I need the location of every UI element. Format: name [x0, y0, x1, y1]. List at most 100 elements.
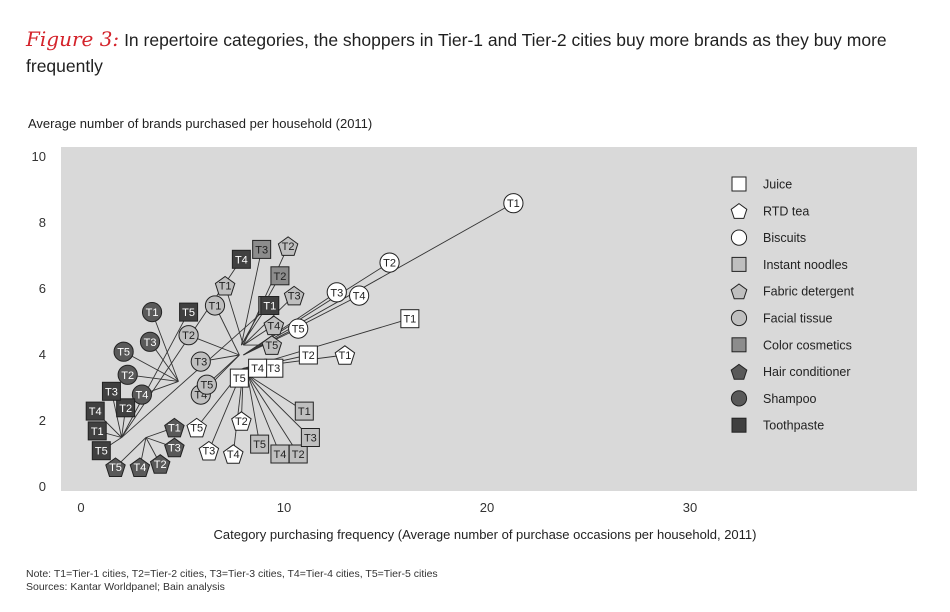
connector-line [123, 351, 179, 382]
legend-label-shampoo: Shampoo [763, 392, 817, 406]
marker-label: T1 [219, 281, 232, 293]
marker-toothpaste: T1 [87, 421, 107, 441]
marker-label: T5 [109, 462, 122, 474]
connector-line [247, 374, 261, 445]
marker-shape [198, 440, 220, 461]
marker-label: T1 [263, 301, 276, 313]
marker-shampoo: T2 [117, 364, 138, 385]
marker-instant-noodles: T3 [300, 428, 320, 447]
marker-label: T4 [353, 291, 366, 303]
marker-label: T5 [190, 423, 203, 435]
legend-marker-biscuits [730, 229, 748, 246]
marker-shape [129, 457, 151, 477]
marker-label: T2 [154, 459, 167, 471]
marker-label: T1 [338, 350, 351, 362]
marker-shape [214, 275, 236, 296]
marker-rtd-tea: T3 [198, 440, 220, 461]
y-axis-label: Average number of brands purchased per h… [28, 116, 373, 131]
figure-title: Figure 3: In repertoire categories, the … [26, 26, 926, 79]
marker-biscuits: T4 [349, 285, 370, 306]
marker-rtd-tea: T4 [222, 444, 244, 464]
marker-shape [326, 282, 347, 303]
x-tick-label: 0 [77, 500, 84, 515]
marker-shape [149, 454, 171, 474]
marker-toothpaste: T3 [101, 381, 121, 401]
marker-label: T3 [304, 433, 317, 445]
legend-label-biscuits: Biscuits [763, 231, 806, 245]
marker-label: T2 [282, 241, 295, 253]
marker-shape [277, 236, 299, 256]
marker-shape [117, 364, 138, 385]
marker-label: T5 [233, 373, 246, 385]
marker-shape [288, 318, 309, 339]
marker-instant-noodles: T1 [294, 401, 314, 421]
marker-label: T1 [91, 426, 104, 438]
y-tick-label: 0 [39, 479, 46, 494]
marker-shape [229, 368, 249, 388]
marker-label: T5 [253, 439, 266, 451]
y-tick-label: 4 [39, 347, 46, 362]
marker-juice: T5 [229, 368, 249, 388]
marker-shape [164, 417, 185, 438]
marker-color-cosmetics: T2 [270, 266, 290, 286]
marker-shape [87, 421, 107, 441]
marker-shape [294, 401, 314, 421]
marker-juice: T3 [264, 358, 284, 378]
marker-hair-conditioner: T1 [164, 417, 185, 438]
marker-label: T4 [89, 406, 102, 418]
marker-instant-noodles: T2 [288, 444, 308, 464]
marker-fabric-detergent: T1 [214, 275, 236, 296]
marker-juice: T1 [400, 309, 420, 329]
marker-fabric-detergent: T5 [261, 335, 283, 355]
marker-hair-conditioner: T3 [164, 437, 185, 458]
legend-label-fabric-detergent: Fabric detergent [763, 285, 855, 299]
marker-toothpaste: T1 [260, 296, 280, 315]
marker-shape [298, 345, 318, 365]
marker-label: T4 [251, 363, 264, 375]
marker-label: T4 [267, 320, 280, 332]
marker-shape [141, 302, 163, 323]
marker-juice: T2 [298, 345, 318, 365]
legend-marker-juice [731, 176, 747, 192]
marker-label: T3 [288, 291, 301, 303]
marker-shape [186, 417, 207, 438]
marker-shape [139, 331, 161, 352]
marker-toothpaste: T5 [179, 302, 199, 322]
footer-note: Note: T1=Tier-1 cities, T2=Tier-2 cities… [26, 568, 438, 580]
x-tick-label: 30 [683, 500, 697, 515]
marker-toothpaste: T4 [85, 401, 105, 421]
marker-shape [105, 457, 126, 477]
legend-marker-rtd-tea [730, 202, 748, 219]
footer-sources: Sources: Kantar Worldpanel; Bain analysi… [26, 581, 225, 593]
connector-line [121, 305, 271, 438]
connector-line [247, 374, 281, 455]
marker-label: T1 [209, 301, 222, 313]
legend-label-toothpaste: Toothpaste [763, 419, 824, 433]
marker-biscuits: T1 [503, 193, 524, 214]
marker-label: T3 [105, 386, 118, 398]
marker-shape [204, 295, 226, 316]
legend-marker-shampoo [730, 390, 748, 407]
marker-label: T3 [267, 363, 280, 375]
marker-shape [270, 444, 290, 464]
marker-shape [178, 325, 199, 346]
legend-marker-instant-noodles [731, 256, 747, 272]
marker-biscuits: T2 [379, 252, 400, 273]
marker-label: T1 [146, 307, 159, 319]
marker-instant-noodles: T4 [270, 444, 290, 464]
marker-shape [131, 384, 152, 405]
legend-label-juice: Juice [763, 178, 792, 192]
y-tick-label: 10 [32, 149, 46, 164]
marker-shape [349, 285, 370, 306]
marker-shape [503, 193, 524, 214]
marker-hair-conditioner: T4 [129, 457, 151, 477]
marker-label: T5 [292, 324, 305, 336]
y-tick-label: 8 [39, 215, 46, 230]
marker-shampoo: T5 [113, 341, 134, 362]
connector-line [247, 374, 299, 455]
marker-label: T2 [274, 271, 287, 283]
marker-shape [334, 345, 356, 365]
marker-shape [85, 401, 105, 421]
marker-instant-noodles: T5 [250, 434, 270, 454]
marker-shape [263, 315, 285, 336]
